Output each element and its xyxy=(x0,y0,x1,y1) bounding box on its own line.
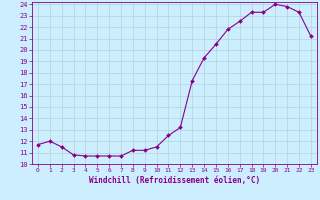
X-axis label: Windchill (Refroidissement éolien,°C): Windchill (Refroidissement éolien,°C) xyxy=(89,176,260,185)
